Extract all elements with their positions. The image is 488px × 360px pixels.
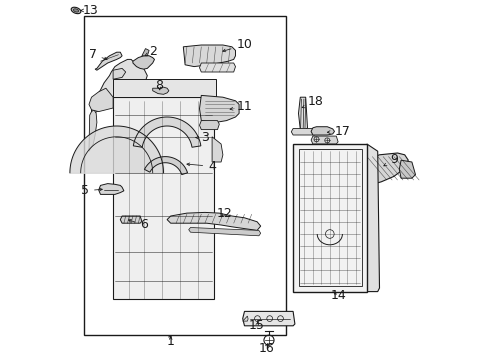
Bar bbox=[292, 144, 366, 292]
Polygon shape bbox=[242, 311, 294, 326]
Polygon shape bbox=[310, 127, 334, 135]
Polygon shape bbox=[199, 63, 235, 72]
Text: 4: 4 bbox=[186, 160, 216, 173]
Text: 17: 17 bbox=[326, 125, 349, 138]
Text: 14: 14 bbox=[330, 289, 346, 302]
Polygon shape bbox=[113, 97, 213, 299]
Text: 11: 11 bbox=[230, 100, 252, 113]
Polygon shape bbox=[142, 49, 149, 56]
Polygon shape bbox=[99, 184, 123, 194]
Polygon shape bbox=[95, 52, 122, 70]
Polygon shape bbox=[133, 117, 201, 147]
Polygon shape bbox=[242, 316, 247, 321]
Text: 3: 3 bbox=[195, 131, 208, 144]
Polygon shape bbox=[199, 121, 219, 130]
Text: 7: 7 bbox=[88, 48, 107, 61]
Ellipse shape bbox=[71, 7, 81, 14]
Text: 10: 10 bbox=[223, 39, 252, 52]
Polygon shape bbox=[113, 79, 215, 97]
Bar bbox=[298, 149, 361, 286]
Text: 2: 2 bbox=[145, 45, 156, 58]
Polygon shape bbox=[298, 97, 307, 130]
Polygon shape bbox=[120, 216, 142, 223]
Polygon shape bbox=[291, 129, 316, 135]
Polygon shape bbox=[199, 95, 239, 122]
Text: 16: 16 bbox=[258, 342, 273, 355]
Polygon shape bbox=[89, 88, 113, 112]
Ellipse shape bbox=[73, 9, 79, 12]
Text: 15: 15 bbox=[249, 319, 264, 332]
Polygon shape bbox=[310, 136, 337, 144]
Bar bbox=[84, 16, 285, 335]
Text: 12: 12 bbox=[216, 207, 232, 220]
Text: 6: 6 bbox=[128, 219, 148, 231]
Text: 18: 18 bbox=[302, 95, 323, 108]
Polygon shape bbox=[212, 137, 223, 162]
Text: 8: 8 bbox=[155, 79, 163, 92]
Polygon shape bbox=[366, 144, 379, 292]
Text: 1: 1 bbox=[166, 335, 174, 348]
Polygon shape bbox=[113, 68, 125, 79]
Text: 5: 5 bbox=[81, 184, 102, 197]
Polygon shape bbox=[152, 87, 168, 94]
Polygon shape bbox=[144, 157, 187, 175]
Polygon shape bbox=[167, 212, 260, 230]
Polygon shape bbox=[363, 153, 407, 185]
Text: 13: 13 bbox=[80, 4, 99, 17]
Polygon shape bbox=[188, 228, 260, 236]
Polygon shape bbox=[89, 110, 97, 151]
Polygon shape bbox=[91, 59, 147, 115]
Polygon shape bbox=[133, 56, 154, 69]
Polygon shape bbox=[399, 160, 415, 178]
Polygon shape bbox=[183, 45, 235, 67]
Text: 9: 9 bbox=[383, 153, 397, 166]
